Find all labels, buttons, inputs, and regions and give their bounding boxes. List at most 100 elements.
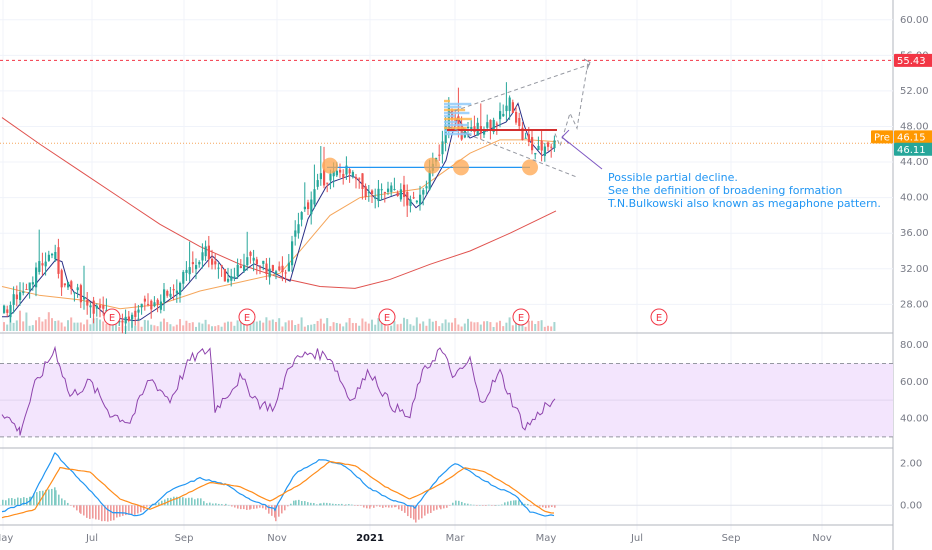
volume-bar [531, 320, 533, 331]
price-tag[interactable]: 46.11 [894, 142, 932, 156]
volume-bar [339, 323, 341, 331]
volume-bar [457, 324, 460, 331]
macd-histogram-bar [485, 505, 487, 506]
price-tag[interactable]: 55.43 [894, 53, 932, 67]
volume-bar [86, 319, 89, 331]
chart-annotation[interactable]: Possible partial decline. See the defini… [607, 171, 881, 210]
earnings-marker[interactable]: E [650, 308, 668, 326]
time-tick-label: Sep [175, 533, 194, 544]
volume-bar [79, 322, 82, 331]
macd-histogram-bar [436, 505, 438, 510]
candle-body [214, 261, 217, 265]
macd-panel[interactable] [0, 451, 893, 523]
candle-body [204, 246, 207, 257]
candle-body [47, 254, 50, 261]
time-axis[interactable]: May Jul Sep Nov 2021 Mar May Jul Sep Nov [0, 533, 832, 544]
macd-histogram-bar [494, 505, 496, 506]
macd-histogram-bar [542, 505, 544, 508]
price-tag[interactable]: 46.15 Pre [871, 130, 932, 144]
ma-long-line [1, 117, 557, 289]
volume-bar [31, 325, 34, 331]
volume-bar [287, 320, 290, 331]
candle-body [179, 282, 182, 296]
macd-histogram-bar [524, 503, 526, 506]
macd-histogram [2, 487, 556, 523]
macd-histogram-bar [249, 505, 251, 510]
candle-body [345, 165, 348, 175]
macd-histogram-bar [319, 503, 321, 506]
macd-histogram-bar [467, 503, 469, 506]
volume-bar [412, 325, 415, 331]
macd-histogram-bar [430, 505, 432, 513]
candle-body [300, 212, 303, 220]
macd-histogram-bar [401, 505, 403, 511]
price-tick-label: 48.00 [900, 121, 929, 132]
candle-body [326, 182, 329, 184]
earnings-marker[interactable]: E [103, 308, 121, 326]
earnings-circle [238, 308, 256, 326]
volume-bar [159, 321, 162, 331]
macd-histogram-bar [284, 505, 286, 511]
earnings-label: E [518, 313, 524, 324]
volume-bar [409, 324, 412, 331]
macd-histogram-bar [470, 504, 472, 506]
macd-histogram-bar [458, 500, 460, 506]
pivot-marker [453, 159, 469, 176]
price-tick-label: 44.00 [900, 157, 929, 168]
macd-histogram-bar [395, 505, 397, 507]
annotation-line-2: See the definition of broadening formati… [608, 184, 842, 197]
volume-bar [294, 324, 297, 331]
macd-histogram-bar [307, 502, 309, 506]
candle-body [262, 260, 265, 264]
volume-bar [422, 321, 425, 331]
volume-bar [515, 318, 517, 331]
candle-body [131, 314, 134, 320]
volume-bar [19, 310, 21, 331]
macd-tick-label: 2.00 [900, 459, 922, 470]
macd-line [1, 451, 555, 517]
candle-body [515, 112, 518, 123]
macd-histogram-bar [20, 498, 22, 506]
macd-histogram-bar [14, 498, 16, 506]
annotation-line-3: T.N.Bulkowski also known as megaphone pa… [607, 197, 881, 210]
price-axis[interactable]: 60.0056.0052.0048.0044.0040.0036.0032.00… [871, 0, 932, 550]
macd-histogram-bar [545, 505, 547, 509]
volume-bar [547, 325, 549, 331]
macd-histogram-bar [170, 497, 172, 506]
macd-histogram-bar [54, 487, 56, 506]
candle-body [278, 266, 281, 271]
earnings-marker[interactable]: E [238, 308, 256, 326]
price-tag-label: 55.43 [897, 56, 926, 67]
candle-body [486, 122, 489, 128]
macd-histogram-bar [290, 503, 292, 506]
volume-bar [182, 325, 185, 331]
candle-body [150, 300, 153, 310]
volume-bar [12, 322, 15, 331]
macd-histogram-bar [278, 505, 280, 517]
volume-bar [307, 325, 309, 331]
volume-bar [399, 323, 402, 331]
volume-profile-bar [444, 123, 469, 127]
earnings-marker[interactable]: E [378, 308, 396, 326]
price-tag-label: 46.15 [897, 132, 926, 143]
candle-body [377, 188, 380, 202]
volume-bar [217, 325, 220, 331]
macd-histogram-bar [488, 504, 490, 506]
volume-bar [486, 321, 489, 331]
rsi-panel[interactable] [0, 345, 893, 438]
macd-histogram-bar [341, 503, 343, 506]
candle-body [15, 294, 18, 300]
volume-bar [521, 321, 524, 331]
volume-bar [243, 322, 245, 331]
macd-histogram-bar [98, 505, 100, 520]
macd-histogram-bar [491, 505, 493, 506]
candle-body [271, 265, 274, 271]
macd-histogram-bar [415, 505, 417, 523]
candle-body [518, 117, 521, 127]
volume-bar [252, 319, 255, 331]
earnings-marker[interactable]: E [512, 308, 530, 326]
volume-bar [527, 320, 530, 331]
